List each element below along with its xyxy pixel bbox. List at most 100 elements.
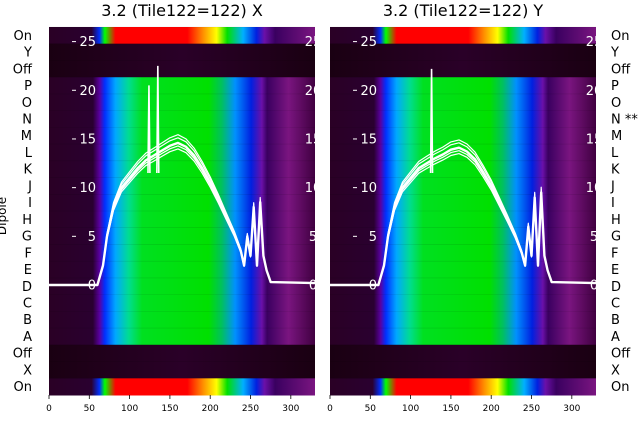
row-label: D xyxy=(611,280,621,295)
heatmap-row xyxy=(330,127,596,145)
heatmap-row xyxy=(49,311,315,329)
row-label: L xyxy=(611,146,619,161)
heatmap-row xyxy=(330,361,596,379)
overlay-line xyxy=(49,65,316,287)
heatmap-row xyxy=(49,77,315,95)
overlay-spike xyxy=(156,65,160,174)
row-label: C xyxy=(611,297,620,312)
heatmap xyxy=(330,26,596,396)
heatmap-row xyxy=(49,110,315,128)
row-label: F xyxy=(611,246,618,261)
row-label: D xyxy=(22,280,32,295)
heatmap-row xyxy=(49,378,315,396)
row-label: P xyxy=(24,79,32,94)
overlay-y-tick-label: 20 xyxy=(305,84,322,99)
overlay-y-tick-label: 25 xyxy=(586,35,603,50)
row-label: F xyxy=(25,246,32,261)
row-label: P xyxy=(611,79,619,94)
heatmap-row xyxy=(49,361,315,379)
heatmap xyxy=(49,26,315,396)
heatmap-row xyxy=(49,244,315,262)
overlay-y-tick-label: 5 xyxy=(590,230,598,245)
row-label: Off xyxy=(13,62,33,77)
row-label: I xyxy=(611,196,615,211)
heatmap-row xyxy=(330,60,596,78)
overlay-y-ticks: 0 5 10 15 20 25 0 5 10 15 20 25 xyxy=(72,35,322,294)
overlay-y-tick-label: 0 xyxy=(590,279,598,294)
heatmap-row xyxy=(49,177,315,195)
row-label: H xyxy=(22,213,32,228)
overlay-y-tick-label: 5 xyxy=(88,230,96,245)
overlay-y-tick-label: 10 xyxy=(305,181,322,196)
overlay-y-tick-label: 20 xyxy=(79,84,96,99)
overlay-y-tick-label: 0 xyxy=(369,279,377,294)
overlay-y-tick-label: 10 xyxy=(79,181,96,196)
row-label: Off xyxy=(611,347,631,362)
heatmap-row xyxy=(330,244,596,262)
overlay-y-tick-label: 0 xyxy=(309,279,317,294)
chart-title: 3.2 (Tile122=122) Y xyxy=(383,1,544,20)
row-label: J xyxy=(610,179,615,194)
x-tick-label: 50 xyxy=(84,404,96,414)
heatmap-row xyxy=(49,127,315,145)
heatmap-row xyxy=(330,344,596,363)
overlay-spike xyxy=(147,85,151,174)
x-tick-label: 300 xyxy=(282,404,299,414)
overlay-y-tick-label: 20 xyxy=(360,84,377,99)
row-label: Y xyxy=(610,46,619,61)
heatmap-row xyxy=(49,211,315,229)
overlay-y-tick-label: 20 xyxy=(586,84,603,99)
row-label: B xyxy=(23,313,32,328)
row-label: L xyxy=(25,146,33,161)
row-label: On xyxy=(14,29,32,44)
x-tick-label: 300 xyxy=(563,404,580,414)
overlay-y-tick-label: 5 xyxy=(309,230,317,245)
overlay-y-tick-label: 15 xyxy=(79,132,96,147)
row-label: N ** xyxy=(611,113,638,128)
heatmap-row xyxy=(330,211,596,229)
row-label: On xyxy=(611,380,629,395)
heatmap-row xyxy=(330,194,596,212)
heatmap-row xyxy=(49,261,315,279)
x-tick-label: 100 xyxy=(121,404,138,414)
heatmap-row xyxy=(330,43,596,61)
overlay-y-tick-label: 25 xyxy=(79,35,96,50)
row-label: A xyxy=(611,330,620,345)
heatmap-row xyxy=(330,160,596,179)
row-label: E xyxy=(24,263,32,278)
row-label: On xyxy=(14,380,32,395)
heatmap-row xyxy=(49,43,315,61)
row-label: O xyxy=(22,96,32,111)
heatmap-row xyxy=(49,294,315,312)
x-ticks: 0 50 100 150 200 250 300 xyxy=(327,395,581,414)
overlay-y-tick-label: 15 xyxy=(360,132,377,147)
row-label: K xyxy=(611,163,620,178)
overlay-trace xyxy=(330,139,597,286)
heatmap-row xyxy=(330,110,596,128)
x-tick-label: 0 xyxy=(327,404,333,414)
row-label: J xyxy=(27,179,32,194)
x-tick-label: 150 xyxy=(442,404,459,414)
row-label: X xyxy=(611,363,620,378)
overlay-trace xyxy=(49,145,316,286)
heatmap-row xyxy=(330,261,596,279)
x-tick-label: 0 xyxy=(46,404,52,414)
row-label: O xyxy=(611,96,621,111)
overlay-y-ticks: 0 5 10 15 20 25 0 5 10 15 20 25 xyxy=(353,35,603,294)
heatmap-row xyxy=(49,144,315,162)
heatmap-row xyxy=(330,177,596,195)
heatmap-row xyxy=(330,328,596,346)
heatmap-row xyxy=(330,27,596,45)
x-tick-label: 250 xyxy=(242,404,259,414)
x-tick-label: 50 xyxy=(365,404,377,414)
row-label: Off xyxy=(611,62,631,77)
overlay-trace xyxy=(49,134,316,286)
heatmap-row xyxy=(49,60,315,78)
row-label: G xyxy=(22,230,32,245)
heatmap-row xyxy=(330,294,596,312)
y-axis-label: Dipole xyxy=(0,197,9,235)
x-tick-label: 200 xyxy=(483,404,500,414)
x-tick-label: 100 xyxy=(402,404,419,414)
x-tick-label: 250 xyxy=(523,404,540,414)
